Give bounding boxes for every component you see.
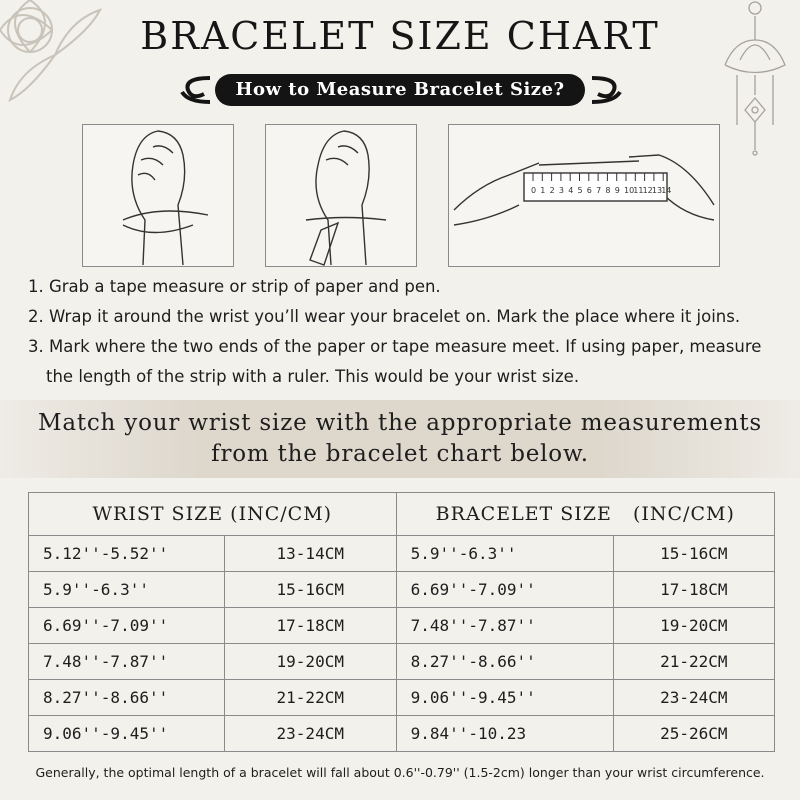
ruler-label: 4 xyxy=(568,186,573,195)
ruler-label: 7 xyxy=(596,186,601,195)
footnote: Generally, the optimal length of a brace… xyxy=(35,765,765,780)
table-cell: 17-18CM xyxy=(612,571,776,608)
subtitle: How to Measure Bracelet Size? xyxy=(215,74,585,106)
corner-ornament xyxy=(0,0,102,102)
table-cell: 9.84''-10.23 xyxy=(395,715,614,752)
table-row: 5.12''-5.52'' 13-14CM 5.9''-6.3'' 15-16CM xyxy=(28,535,776,572)
illustration-hand xyxy=(82,124,234,267)
table-cell: 13-14CM xyxy=(223,535,397,572)
header-row: WRIST SIZE (INC/CM) BRACELET SIZE (INC/CM… xyxy=(28,492,776,536)
step: 3. Mark where the two ends of the paper … xyxy=(28,337,762,386)
table-cell: 5.9''-6.3'' xyxy=(28,571,225,608)
size-table: WRIST SIZE (INC/CM) BRACELET SIZE (INC/CM… xyxy=(28,492,776,752)
table-row: 8.27''-8.66'' 21-22CM 9.06''-9.45'' 23-24CM xyxy=(28,679,776,716)
column-header: WRIST SIZE (INC/CM) xyxy=(28,492,397,536)
table-row: 7.48''-7.87'' 19-20CM 8.27''-8.66'' 21-22CM xyxy=(28,643,776,680)
table-cell: 6.69''-7.09'' xyxy=(28,607,225,644)
table-cell: 8.27''-8.66'' xyxy=(395,643,614,680)
ruler-label: 6 xyxy=(587,186,592,195)
swirl-right xyxy=(591,76,622,104)
table-cell: 7.48''-7.87'' xyxy=(28,643,225,680)
table-cell: 15-16CM xyxy=(223,571,397,608)
hanging-ornament xyxy=(724,1,786,156)
table-row: 9.06''-9.45'' 23-24CM 9.84''-10.23 25-26CM xyxy=(28,715,776,752)
banner: Match your wrist size with the appropria… xyxy=(0,400,800,478)
ruler-label: 14 xyxy=(661,186,671,195)
table-row: 5.9''-6.3'' 15-16CM 6.69''-7.09'' 17-18CM xyxy=(28,571,776,608)
table-cell: 23-24CM xyxy=(612,679,776,716)
ruler-label: 1 xyxy=(540,186,545,195)
banner-line: Match your wrist size with the appropria… xyxy=(37,410,763,436)
table-cell: 5.12''-5.52'' xyxy=(28,535,225,572)
table-cell: 17-18CM xyxy=(223,607,397,644)
ruler-label: 0 xyxy=(531,186,536,195)
table-cell: 6.69''-7.09'' xyxy=(395,571,614,608)
column-header: BRACELET SIZE (INC/CM) xyxy=(395,492,776,536)
ruler-label: 13 xyxy=(652,186,662,195)
illustration-mark xyxy=(265,124,417,267)
title: BRACELET SIZE CHART xyxy=(140,14,660,58)
table-row: 6.69''-7.09'' 17-18CM 7.48''-7.87'' 19-20CM xyxy=(28,607,776,644)
table-cell: 25-26CM xyxy=(612,715,776,752)
table-cell: 8.27''-8.66'' xyxy=(28,679,225,716)
ruler-label: 11 xyxy=(633,186,643,195)
table-cell: 15-16CM xyxy=(612,535,776,572)
steps: 1. Grab a tape measure or strip of paper… xyxy=(28,272,788,392)
step: 1. Grab a tape measure or strip of paper… xyxy=(28,277,441,296)
ruler-label: 9 xyxy=(615,186,620,195)
ruler-label: 10 xyxy=(624,186,634,195)
banner-text: Match your wrist size with the appropria… xyxy=(0,400,800,470)
table-cell: 9.06''-9.45'' xyxy=(28,715,225,752)
table-cell: 5.9''-6.3'' xyxy=(395,535,614,572)
table-cell: 21-22CM xyxy=(612,643,776,680)
ruler-label: 3 xyxy=(559,186,564,195)
banner-line: from the bracelet chart below. xyxy=(211,441,589,467)
table-cell: 7.48''-7.87'' xyxy=(395,607,614,644)
table-cell: 19-20CM xyxy=(612,607,776,644)
swirl-left xyxy=(180,76,211,104)
ruler-label: 12 xyxy=(643,186,653,195)
step: 2. Wrap it around the wrist you’ll wear … xyxy=(28,307,741,326)
ruler-label: 8 xyxy=(605,186,610,195)
table-cell: 23-24CM xyxy=(223,715,397,752)
table-cell: 9.06''-9.45'' xyxy=(395,679,614,716)
table-cell: 19-20CM xyxy=(223,643,397,680)
ruler-label: 2 xyxy=(550,186,555,195)
illustration-ruler: 0 1 2 3 4 5 6 7 8 9 10 11 12 13 14 xyxy=(448,124,720,267)
ruler-label: 5 xyxy=(578,186,583,195)
table-cell: 21-22CM xyxy=(223,679,397,716)
